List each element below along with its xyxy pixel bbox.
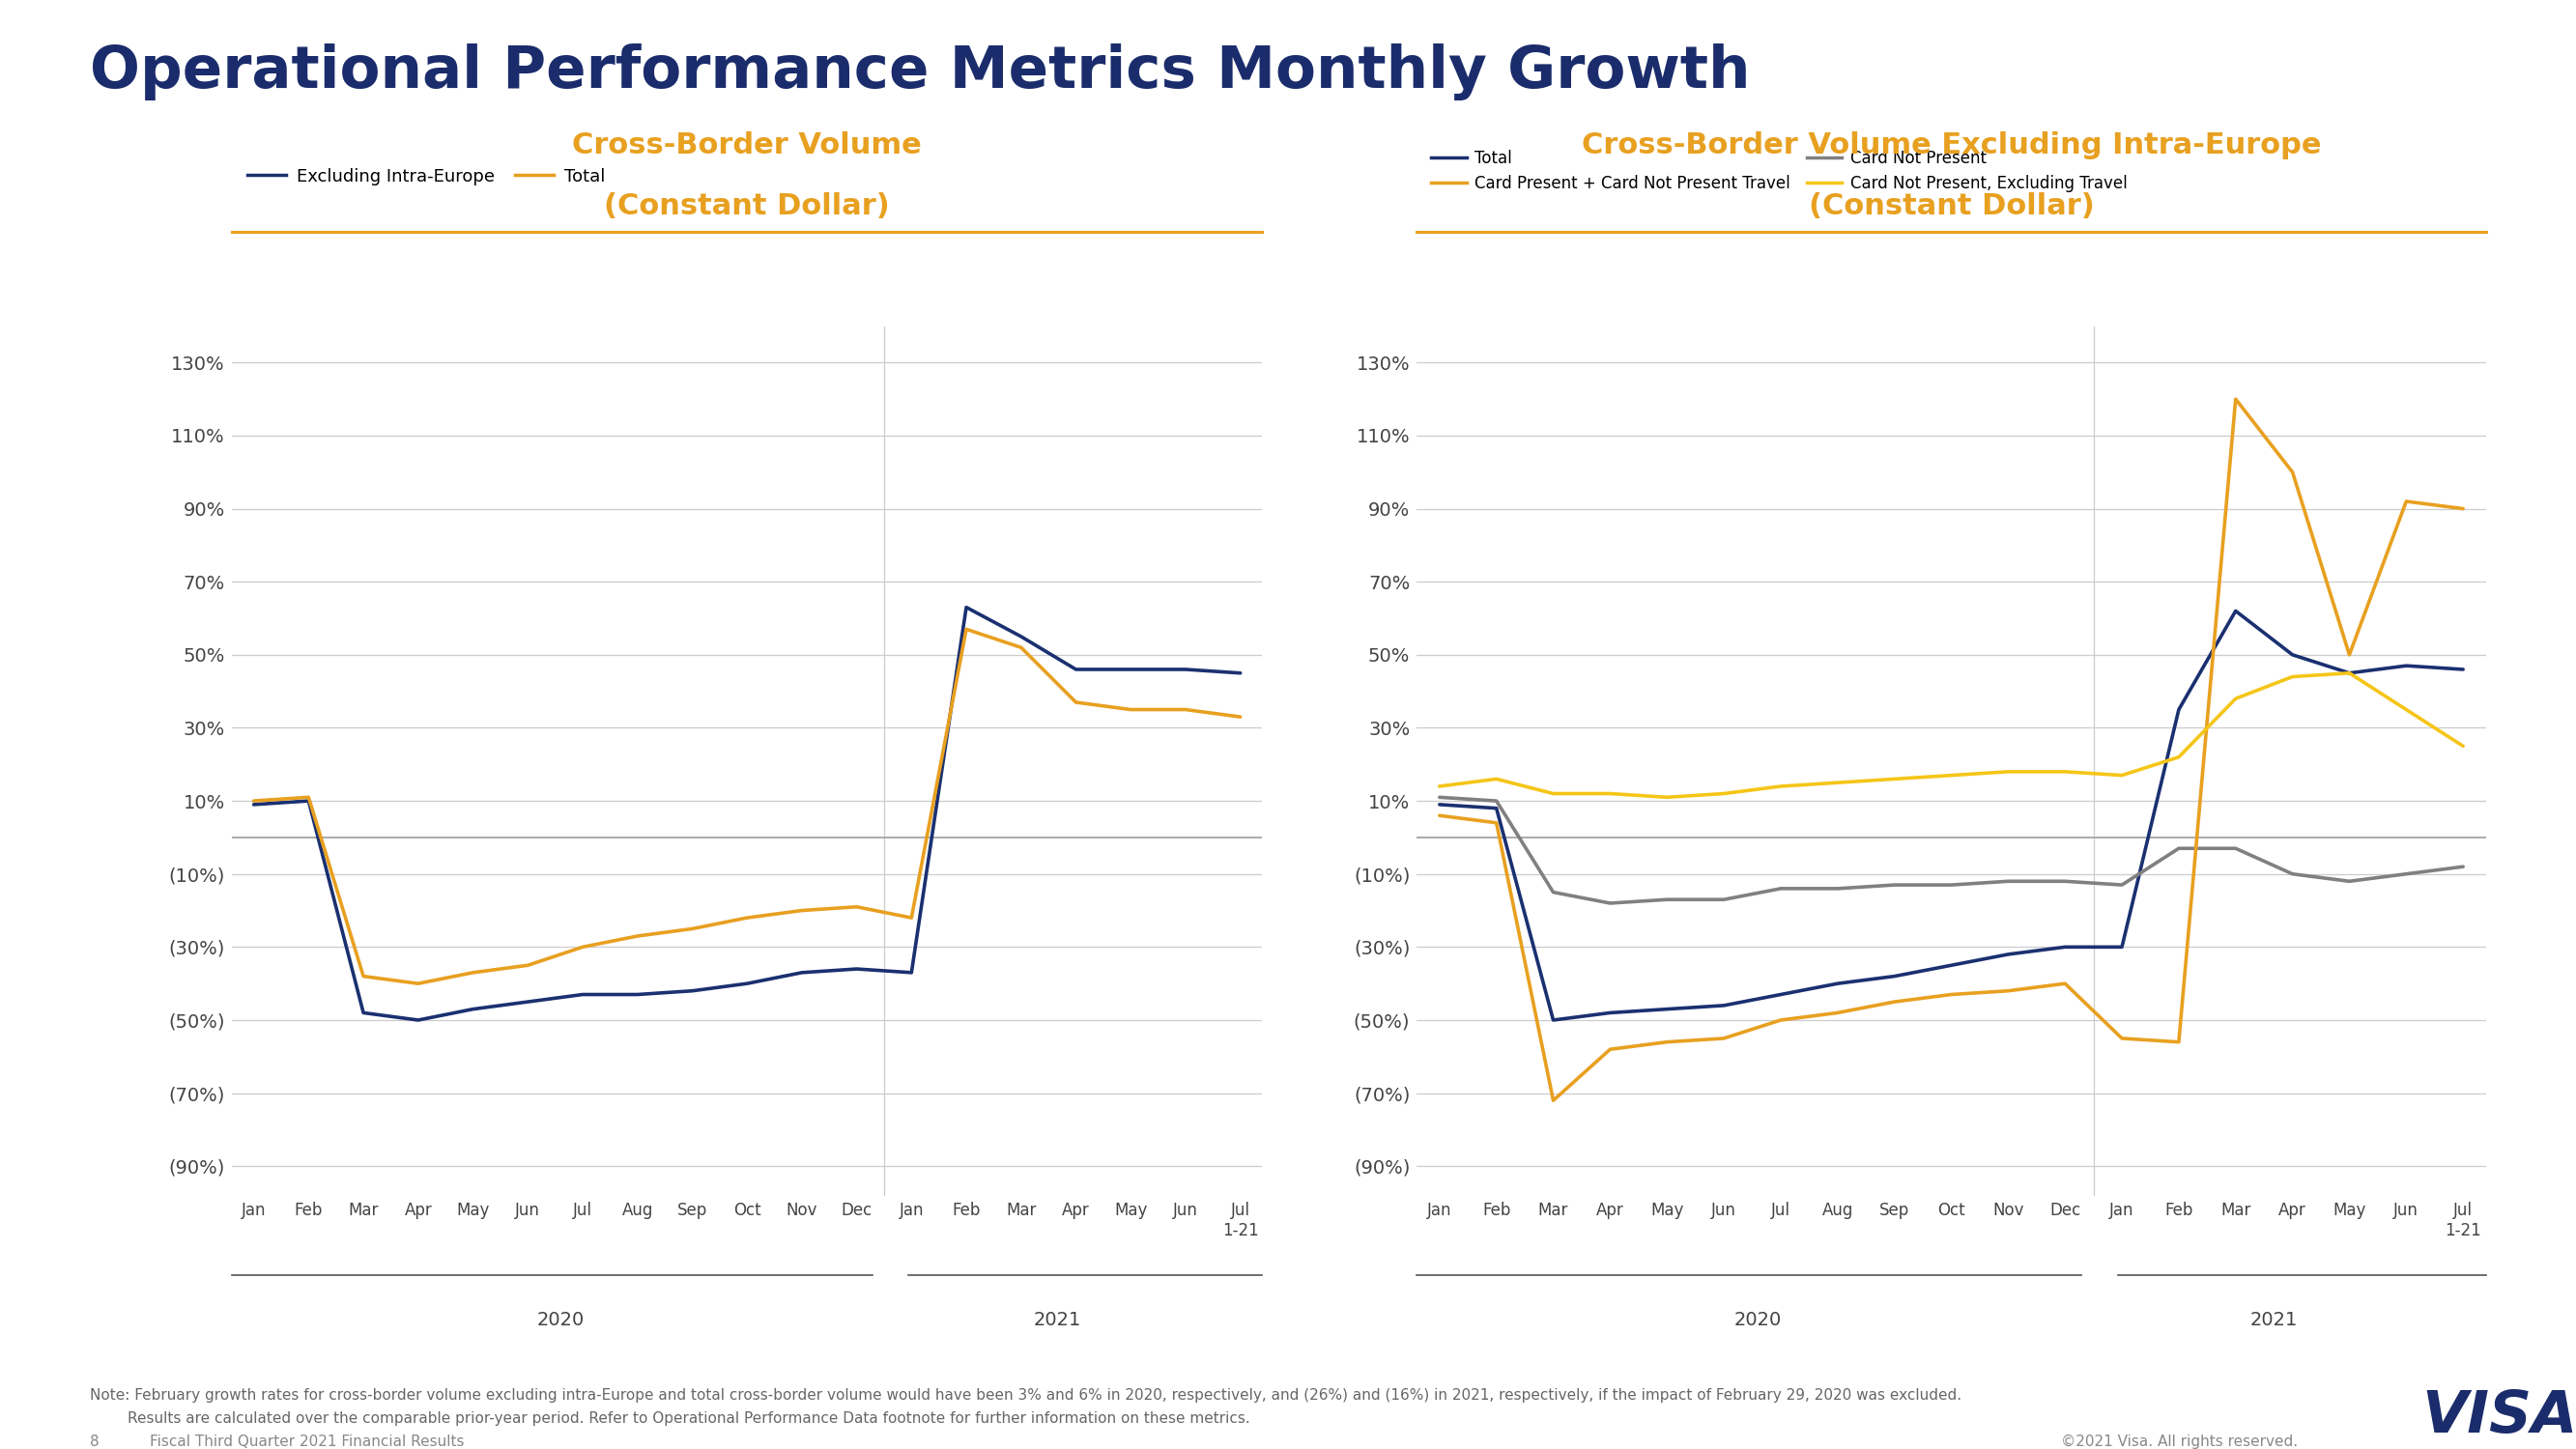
Text: ©2021 Visa. All rights reserved.: ©2021 Visa. All rights reserved. [2061,1435,2298,1449]
Text: Operational Performance Metrics Monthly Growth: Operational Performance Metrics Monthly … [90,43,1752,100]
Legend: Excluding Intra-Europe, Total: Excluding Intra-Europe, Total [240,161,613,193]
Text: (Constant Dollar): (Constant Dollar) [1808,193,2094,220]
Text: 2021: 2021 [2249,1311,2298,1330]
Text: Fiscal Third Quarter 2021 Financial Results: Fiscal Third Quarter 2021 Financial Resu… [149,1435,464,1449]
Legend: Total, Card Present + Card Not Present Travel, Card Not Present, Card Not Presen: Total, Card Present + Card Not Present T… [1425,143,2133,199]
Text: Cross-Border Volume: Cross-Border Volume [572,132,922,159]
Text: Results are calculated over the comparable prior-year period. Refer to Operation: Results are calculated over the comparab… [90,1411,1249,1426]
Text: Cross-Border Volume Excluding Intra-Europe: Cross-Border Volume Excluding Intra-Euro… [1582,132,2321,159]
Text: 2020: 2020 [538,1311,585,1330]
Text: VISA: VISA [2421,1388,2576,1445]
Text: 2021: 2021 [1033,1311,1082,1330]
Text: Note: February growth rates for cross-border volume excluding intra-Europe and t: Note: February growth rates for cross-bo… [90,1388,1963,1403]
Text: 2020: 2020 [1734,1311,1783,1330]
Text: 8: 8 [90,1435,100,1449]
Text: (Constant Dollar): (Constant Dollar) [605,193,889,220]
